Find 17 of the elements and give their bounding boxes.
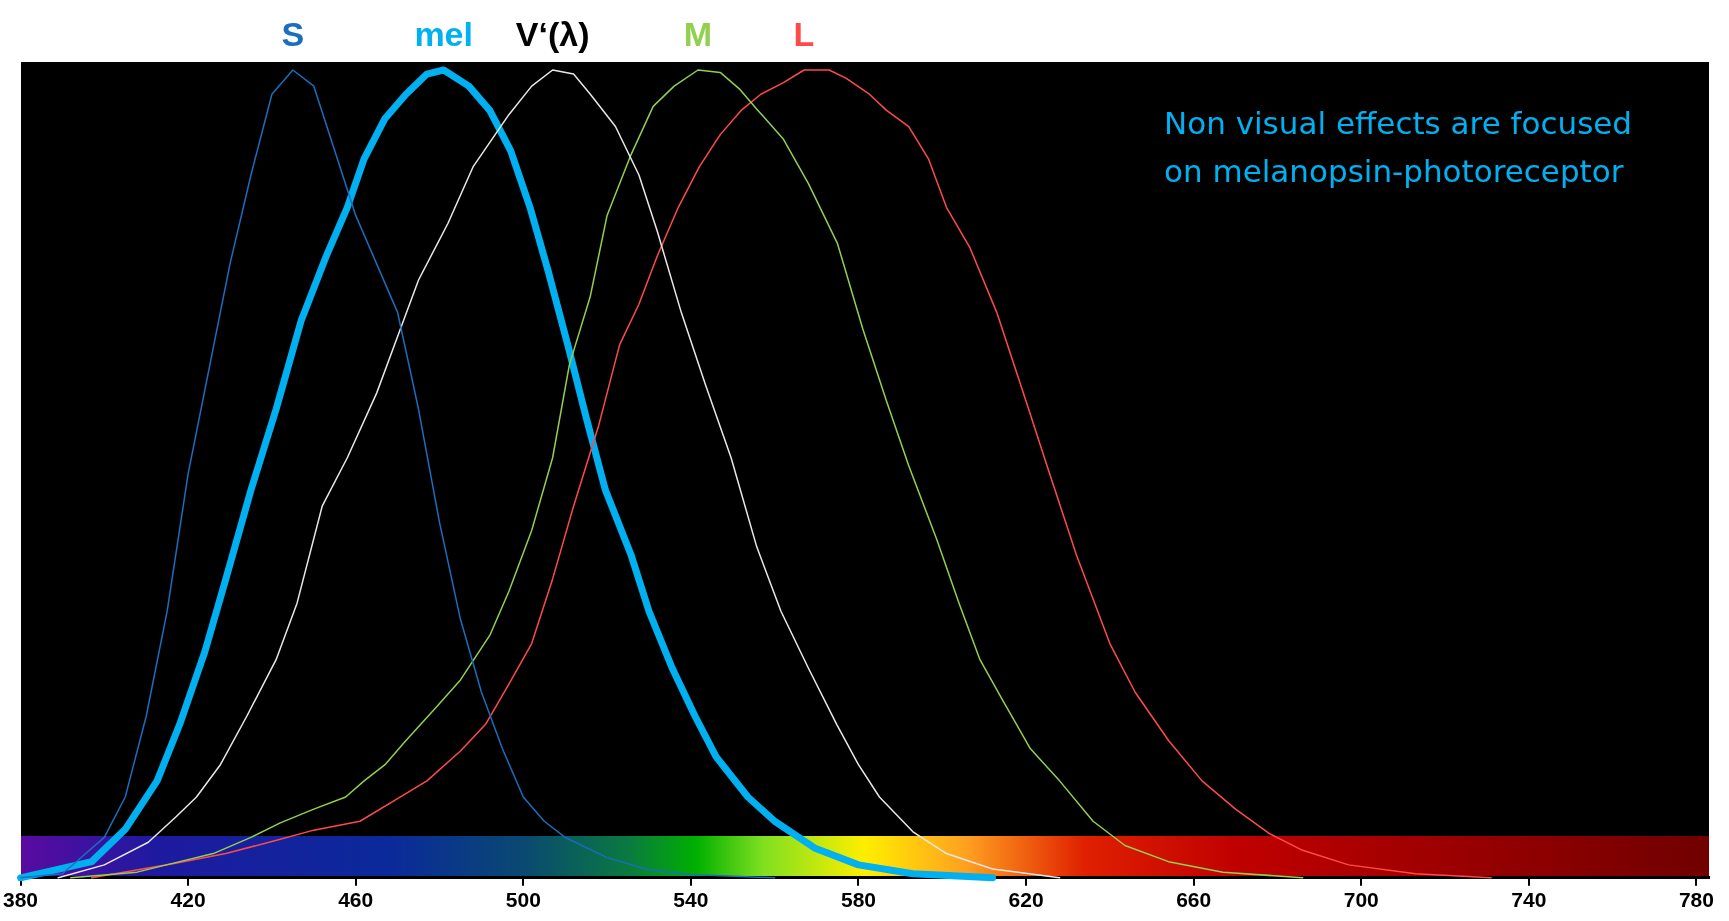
series-label: S <box>281 15 305 54</box>
series-label: L <box>793 15 815 54</box>
x-tick-label: 420 <box>170 888 206 912</box>
annotation: Non visual effects are focused on melanopsin-photoreceptor <box>1164 104 1633 189</box>
series-label: M <box>683 15 713 54</box>
series-label: V‘(λ) <box>515 15 590 54</box>
x-tick-label: 660 <box>1176 888 1212 912</box>
series-label: mel <box>414 15 473 54</box>
x-tick-label: 700 <box>1343 888 1379 912</box>
x-tick-label: 460 <box>338 888 374 912</box>
x-tick-label: 780 <box>1678 888 1714 912</box>
x-tick-label: 580 <box>840 888 876 912</box>
x-tick-label: 380 <box>3 888 39 912</box>
x-tick-label: 740 <box>1511 888 1547 912</box>
x-tick-label: 500 <box>505 888 541 912</box>
x-tick-label: 620 <box>1008 888 1044 912</box>
x-tick-label: 540 <box>673 888 709 912</box>
